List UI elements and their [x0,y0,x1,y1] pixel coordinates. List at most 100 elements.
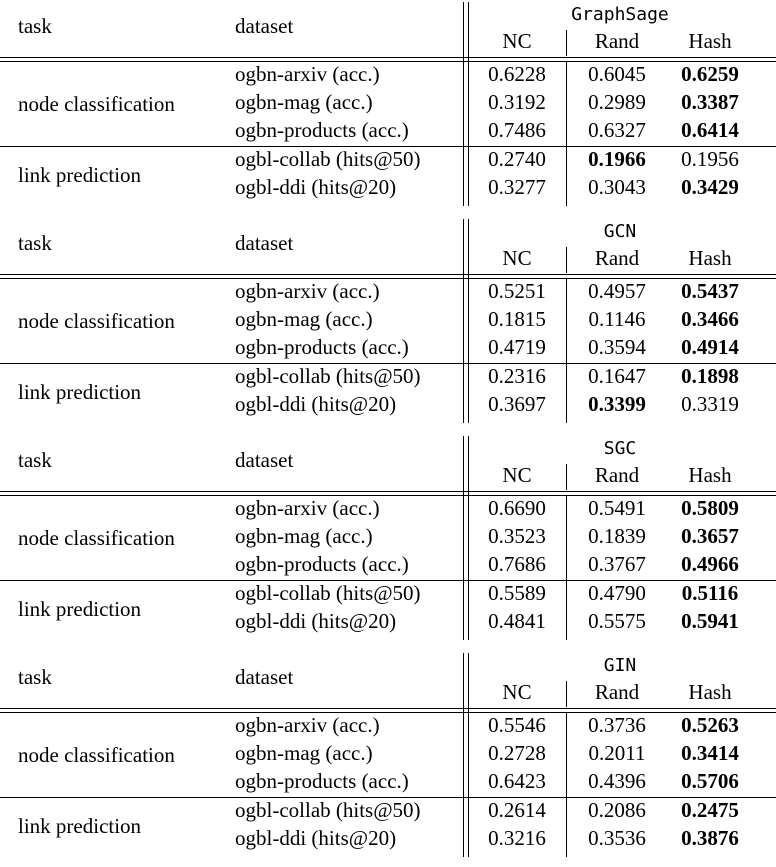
column-divider-right [468,2,469,206]
rule-double-top [0,57,776,58]
dataset-name: ogbn-arxiv (acc.) [235,496,380,520]
value-hash: 0.5706 [681,769,739,793]
dataset-name: ogbn-arxiv (acc.) [235,713,380,737]
column-divider-right [468,219,469,423]
nc-rand-divider [566,247,567,273]
rule-double-bottom [0,61,776,62]
dataset-name: ogbn-mag (acc.) [235,524,373,548]
dataset-name: ogbn-mag (acc.) [235,307,373,331]
value-hash: 0.5116 [681,581,739,605]
value-nc: 0.5251 [488,279,546,303]
rule-task-divider [0,580,776,581]
value-hash: 0.3466 [681,307,739,331]
value-nc: 0.2728 [488,741,546,765]
value-nc: 0.6228 [488,62,546,86]
header-rand: Rand [594,463,640,487]
header-dataset: dataset [235,231,294,255]
value-rand: 0.3767 [588,552,646,576]
header-nc: NC [502,246,532,270]
column-divider-left [463,436,464,640]
rule-task-divider [0,363,776,364]
rule-double-bottom [0,495,776,496]
nc-rand-divider [566,681,567,707]
value-hash: 0.6414 [681,118,739,142]
dataset-name: ogbn-arxiv (acc.) [235,279,380,303]
value-rand: 0.2011 [588,741,646,765]
value-nc: 0.3277 [488,175,546,199]
value-nc: 0.3697 [488,392,546,416]
rule-task-divider [0,146,776,147]
value-nc: 0.5546 [488,713,546,737]
value-rand: 0.1146 [588,307,646,331]
header-dataset: dataset [235,14,294,38]
header-hash: Hash [688,246,732,270]
task-node-classification: node classification [18,743,175,767]
header-rand: Rand [594,680,640,704]
value-hash: 0.3876 [681,826,739,850]
dataset-name: ogbl-ddi (hits@20) [235,609,397,633]
value-hash: 0.3414 [681,741,739,765]
header-hash: Hash [688,680,732,704]
value-hash: 0.3429 [681,175,739,199]
header-rand: Rand [594,246,640,270]
model-name: GIN [603,655,637,676]
value-hash: 0.5809 [681,496,739,520]
value-hash: 0.5263 [681,713,739,737]
value-rand: 0.3043 [588,175,646,199]
value-rand: 0.3736 [588,713,646,737]
dataset-name: ogbl-collab (hits@50) [235,364,421,388]
dataset-name: ogbn-mag (acc.) [235,90,373,114]
header-task: task [18,448,52,472]
dataset-name: ogbn-products (acc.) [235,552,409,576]
rule-double-bottom [0,712,776,713]
rule-double-top [0,491,776,492]
value-hash: 0.3387 [681,90,739,114]
value-rand: 0.2989 [588,90,646,114]
column-divider-right [468,436,469,640]
header-hash: Hash [688,463,732,487]
task-link-prediction: link prediction [18,163,142,187]
rule-double-top [0,708,776,709]
value-nc: 0.2740 [488,147,546,171]
header-task: task [18,665,52,689]
value-rand: 0.3399 [588,392,646,416]
value-hash: 0.3657 [681,524,739,548]
dataset-name: ogbn-arxiv (acc.) [235,62,380,86]
task-node-classification: node classification [18,309,175,333]
value-hash: 0.4966 [681,552,739,576]
value-rand: 0.6327 [588,118,646,142]
value-rand: 0.1647 [588,364,646,388]
dataset-name: ogbl-collab (hits@50) [235,147,421,171]
value-hash: 0.6259 [681,62,739,86]
value-hash: 0.1956 [681,147,739,171]
dataset-name: ogbl-ddi (hits@20) [235,826,397,850]
column-divider-left [463,653,464,857]
task-link-prediction: link prediction [18,380,142,404]
value-nc: 0.6423 [488,769,546,793]
value-rand: 0.5575 [588,609,646,633]
model-name: GCN [603,221,637,242]
model-name: GraphSage [571,4,669,25]
task-node-classification: node classification [18,92,175,116]
dataset-name: ogbl-collab (hits@50) [235,798,421,822]
dataset-name: ogbl-ddi (hits@20) [235,175,397,199]
value-nc: 0.6690 [488,496,546,520]
dataset-name: ogbn-products (acc.) [235,118,409,142]
value-hash: 0.1898 [681,364,739,388]
value-rand: 0.6045 [588,62,646,86]
column-divider-right [468,653,469,857]
value-rand: 0.4396 [588,769,646,793]
dataset-name: ogbn-products (acc.) [235,769,409,793]
task-link-prediction: link prediction [18,597,142,621]
value-nc: 0.2614 [488,798,546,822]
header-dataset: dataset [235,448,294,472]
value-rand: 0.2086 [588,798,646,822]
header-rand: Rand [594,29,640,53]
value-hash: 0.2475 [681,798,739,822]
rule-double-bottom [0,278,776,279]
nc-rand-divider [566,464,567,490]
value-nc: 0.3523 [488,524,546,548]
value-rand: 0.5491 [588,496,646,520]
header-hash: Hash [688,29,732,53]
